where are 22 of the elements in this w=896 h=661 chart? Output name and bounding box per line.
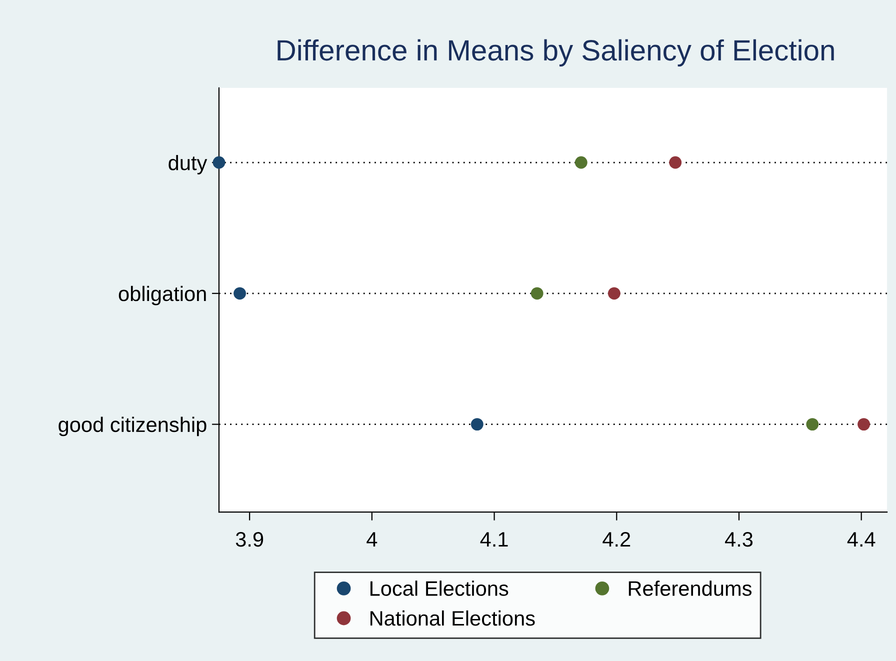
x-tick-label: 4.2 (602, 532, 630, 547)
y-tick-label: duty (168, 154, 208, 174)
x-tick-label: 3.9 (236, 532, 264, 547)
x-tick-label: 4.3 (724, 532, 753, 547)
legend-label: National Elections (370, 610, 535, 626)
point (212, 156, 226, 169)
x-tick-label: 4 (366, 532, 378, 547)
x-tick-label: 4.1 (480, 532, 508, 547)
legend-label: Referendums (628, 580, 752, 596)
point (574, 156, 588, 169)
point (470, 418, 484, 431)
legend-label: Local Elections (370, 580, 508, 596)
point (858, 418, 870, 431)
chart-title: Difference in Means by Saliency of Election (278, 39, 834, 66)
point (806, 418, 819, 431)
point (234, 287, 246, 300)
point (669, 156, 682, 169)
x-tick-label: 4.4 (847, 532, 876, 547)
point (608, 287, 620, 300)
y-tick-label: obligation (118, 286, 206, 306)
y-tick-label: good citizenship (58, 416, 206, 436)
point (530, 287, 544, 300)
